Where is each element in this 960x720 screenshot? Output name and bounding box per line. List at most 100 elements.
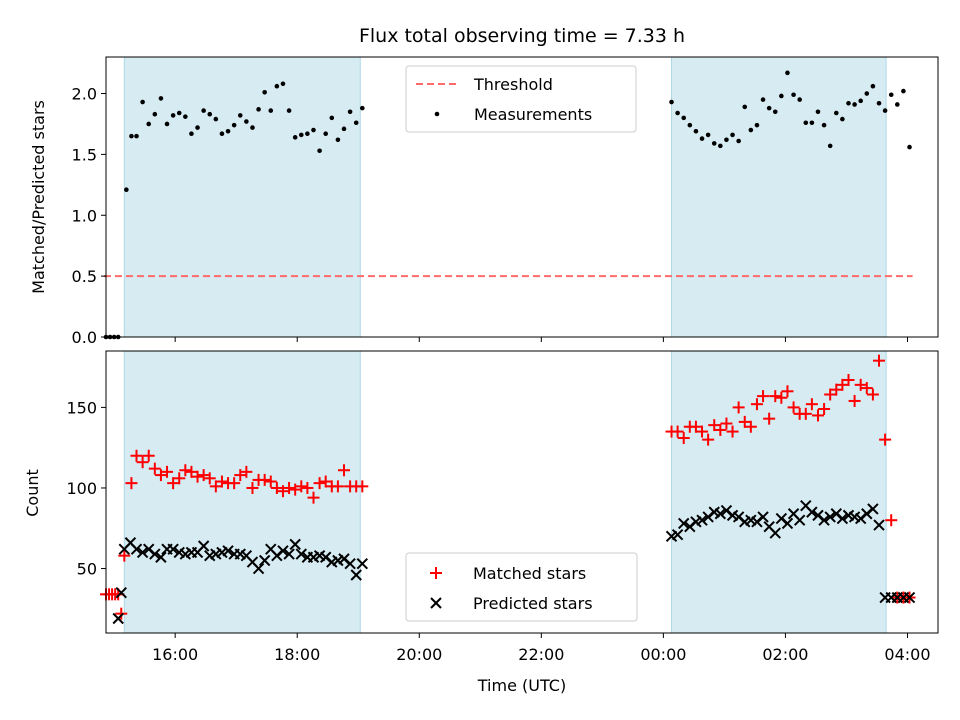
x-tick-label: 18:00 xyxy=(274,645,320,664)
matched-star-point xyxy=(167,477,180,490)
predicted-star-point xyxy=(289,538,301,551)
predicted-star-point xyxy=(806,506,818,518)
measurement-point xyxy=(298,132,304,138)
matched-star-point xyxy=(702,433,715,446)
predicted-star-point xyxy=(115,587,127,599)
count-panel: 50 100 150 16:00 18:00 20:00 22:00 00:00 02:00 0… xyxy=(23,350,939,695)
matched-star-point xyxy=(677,432,690,445)
predicted-star-point xyxy=(350,569,362,581)
matched-star-point xyxy=(331,480,344,493)
observing-window-0 xyxy=(123,350,361,634)
y-tick-label: 100 xyxy=(66,479,97,498)
measurement-point xyxy=(895,102,900,107)
observing-window-0 xyxy=(123,56,361,338)
measurement-point xyxy=(711,141,717,146)
y-tick-label: 150 xyxy=(66,398,97,417)
predicted-star-point xyxy=(112,612,124,625)
matched-star-point xyxy=(179,464,192,477)
matched-star-point xyxy=(142,449,155,462)
matched-star-point xyxy=(148,462,161,475)
count-x-ticks: 16:00 18:00 20:00 22:00 00:00 02:00 04:00 xyxy=(152,633,931,664)
measurement-point xyxy=(353,120,359,126)
measurement-point xyxy=(693,128,699,134)
measurement-point xyxy=(134,133,139,139)
matched-star-point xyxy=(203,472,216,485)
ratio-legend: Threshold Measurements xyxy=(405,65,637,133)
matched-star-point xyxy=(283,481,296,494)
predicted-star-point xyxy=(197,540,210,552)
y-tick-label: 50 xyxy=(77,560,97,579)
matched-star-point xyxy=(763,412,776,425)
matched-star-point xyxy=(732,401,745,414)
measurement-point xyxy=(760,97,766,102)
measurement-point xyxy=(152,111,158,117)
matched-star-point xyxy=(136,456,149,469)
matched-star-point xyxy=(356,480,369,493)
matched-star-point xyxy=(787,401,800,414)
count-y-axis-label: Count xyxy=(23,469,42,517)
measurement-point xyxy=(675,110,680,116)
count-legend-box xyxy=(405,552,638,622)
matched-star-point xyxy=(873,354,886,367)
measurement-point xyxy=(140,99,145,105)
predicted-star-point xyxy=(678,517,690,530)
predicted-star-point xyxy=(136,546,149,559)
measurement-point xyxy=(183,114,188,119)
measurement-point xyxy=(882,108,888,113)
measurement-point xyxy=(360,105,365,111)
x-tick-label: 02:00 xyxy=(762,645,808,664)
measurement-point xyxy=(317,148,322,154)
legend-predicted-swatch xyxy=(430,597,442,609)
measurement-point xyxy=(870,83,876,89)
matched-star-point xyxy=(775,391,788,404)
x-axis-label: Time (UTC) xyxy=(477,676,566,695)
matched-star-point xyxy=(750,398,763,411)
matched-star-point xyxy=(836,378,849,391)
predicted-star-point xyxy=(167,543,179,555)
matched-star-point xyxy=(726,425,739,438)
matched-star-point xyxy=(246,481,259,494)
matched-star-point xyxy=(738,415,751,428)
measurement-point xyxy=(730,132,735,138)
matched-star-point xyxy=(234,469,247,482)
y-tick-label: 0.0 xyxy=(72,328,97,347)
measurement-point xyxy=(779,93,784,99)
measurement-point xyxy=(323,131,328,136)
measurement-point xyxy=(742,104,748,110)
measurement-point xyxy=(329,115,335,121)
measurement-point xyxy=(833,110,839,116)
measurement-point xyxy=(724,137,729,143)
count-series xyxy=(100,354,916,625)
predicted-star-point xyxy=(222,545,234,557)
observing-window-1 xyxy=(671,350,887,634)
matched-star-point xyxy=(276,485,289,498)
matched-star-point xyxy=(258,473,271,486)
matched-star-point xyxy=(161,465,174,478)
matched-star-point xyxy=(264,475,277,488)
matched-star-point xyxy=(130,449,143,462)
measurement-point xyxy=(876,100,882,106)
predicted-star-point xyxy=(867,503,879,515)
matched-star-point xyxy=(173,472,186,485)
x-tick-label: 16:00 xyxy=(152,645,198,664)
predicted-star-point xyxy=(818,514,830,526)
matched-star-point xyxy=(289,483,302,496)
measurement-point xyxy=(250,125,255,130)
measurement-point xyxy=(256,107,261,112)
matched-star-point xyxy=(720,417,733,430)
legend-predicted-label: Predicted stars xyxy=(473,594,593,613)
matched-star-point xyxy=(338,464,351,477)
matched-star-point xyxy=(197,469,210,482)
x-tick-label: 04:00 xyxy=(884,645,930,664)
matched-star-point xyxy=(830,383,843,396)
measurement-point xyxy=(170,113,176,118)
predicted-star-point xyxy=(344,558,356,570)
measurement-point xyxy=(158,96,164,101)
measurement-point xyxy=(335,137,341,143)
ratio-legend-box xyxy=(405,65,637,133)
measurement-point xyxy=(791,92,796,98)
ratio-panel: 0.00.51.01.52.0 Matched/Predicted stars … xyxy=(29,56,939,347)
matched-star-point xyxy=(319,475,332,488)
measurement-point xyxy=(864,91,870,96)
matched-star-point xyxy=(118,549,131,562)
